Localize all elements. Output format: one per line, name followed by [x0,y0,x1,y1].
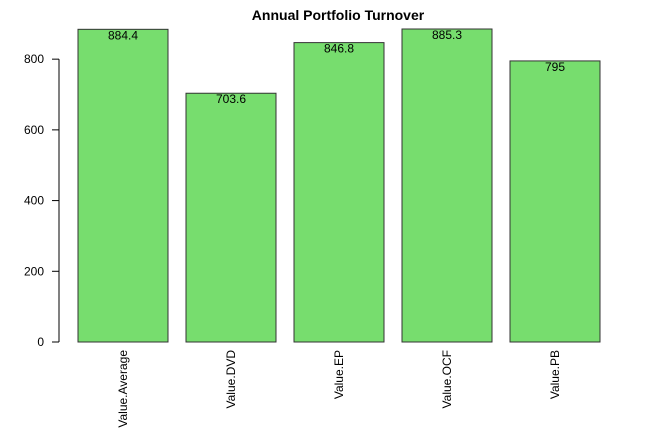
y-axis: 0 200 400 600 800 [24,52,60,349]
bars-group [77,28,601,343]
y-tick-label: 800 [24,52,44,66]
category-label: Value.PB [548,350,562,399]
category-label: Value.OCF [440,350,454,408]
y-tick-label: 200 [24,264,44,278]
category-label: Value.EP [332,350,346,399]
bar [77,28,169,343]
bar-value-label: 795 [545,60,565,74]
bar-value-label: 885.3 [432,28,462,42]
y-tick-label: 0 [37,335,44,349]
bar-value-label: 703.6 [216,92,246,106]
category-label: Value.Average [116,350,130,428]
y-tick-label: 400 [24,194,44,208]
bar-value-label: 846.8 [324,42,354,56]
bar [401,28,493,343]
y-tick-label: 600 [24,123,44,137]
x-axis-labels: Value.Average Value.DVD Value.EP Value.OCF V… [116,350,562,428]
bar [293,42,385,343]
bar-value-label: 884.4 [108,28,138,42]
data-labels-group: 884.4 703.6 846.8 885.3 795 [108,28,565,106]
bar [185,92,277,343]
bar [509,60,601,343]
chart-title: Annual Portfolio Turnover [252,7,425,23]
category-label: Value.DVD [224,350,238,409]
